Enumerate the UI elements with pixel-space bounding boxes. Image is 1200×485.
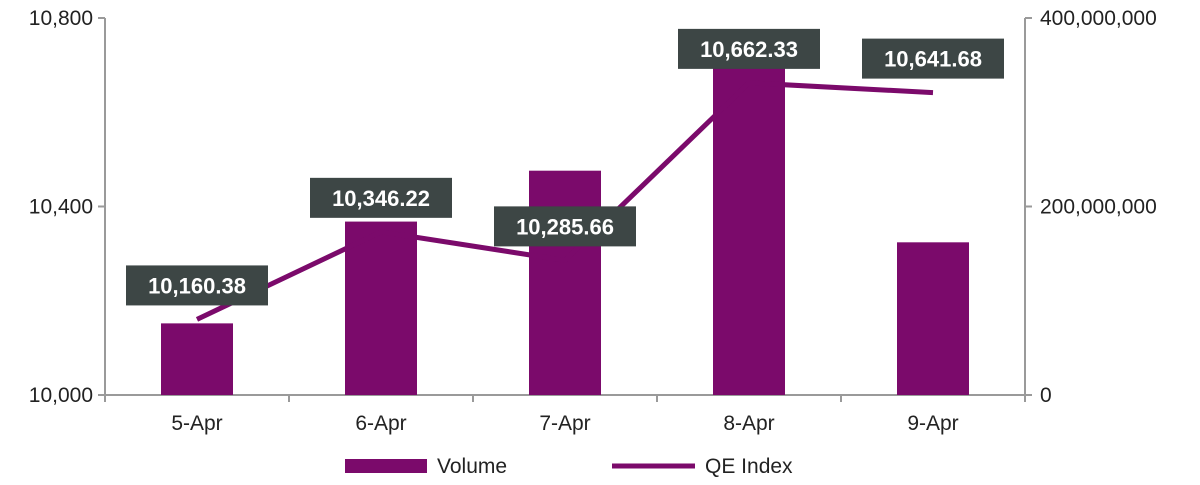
data-label-box — [310, 177, 452, 218]
qe-index-data-label: 10,662.33 — [678, 28, 820, 69]
data-label-text: 10,662.33 — [700, 37, 798, 62]
right-axis-tick-label: 0 — [1040, 384, 1052, 407]
qe-index-data-label: 10,160.38 — [126, 265, 268, 306]
right-axis-tick-label: 200,000,000 — [1040, 196, 1157, 219]
data-label-text: 10,160.38 — [148, 273, 246, 298]
left-axis-tick-label: 10,000 — [29, 384, 93, 407]
chart-legend: Volume QE Index — [345, 455, 793, 478]
legend-label-volume: Volume — [437, 455, 507, 478]
left-axis-tick-label: 10,400 — [29, 196, 93, 219]
qe-index-line-group — [195, 80, 934, 322]
left-axis-tick-label: 10,800 — [29, 7, 93, 30]
qe-index-data-label: 10,285.66 — [494, 206, 636, 247]
data-label-box — [678, 28, 820, 69]
x-axis-tick-label: 5-Apr — [171, 412, 222, 435]
right-axis-tick-label: 400,000,000 — [1040, 7, 1157, 30]
volume-bar — [897, 242, 969, 395]
legend-item-qe-index: QE Index — [612, 455, 793, 478]
volume-bar — [345, 221, 417, 395]
legend-item-volume: Volume — [345, 455, 507, 478]
legend-label-qe-index: QE Index — [705, 455, 793, 478]
chart-axes: 10,000 10,400 10,800 0 200,000,000 400,000,00… — [29, 7, 1157, 435]
volume-bar — [529, 170, 601, 395]
data-label-box — [494, 206, 636, 247]
data-label-box — [862, 38, 1004, 79]
data-label-text: 10,346.22 — [332, 186, 430, 211]
x-axis-tick-label: 6-Apr — [355, 412, 406, 435]
qe-index-data-label: 10,346.22 — [310, 177, 452, 218]
data-label-box — [126, 265, 268, 306]
x-axis-tick-label: 9-Apr — [907, 412, 958, 435]
x-axis-tick-label: 8-Apr — [723, 412, 774, 435]
legend-swatch-volume — [345, 459, 427, 473]
data-labels: 10,160.38 10,346.22 10,285.66 10,662.33 10,6… — [126, 28, 1004, 306]
data-label-text: 10,285.66 — [516, 214, 614, 239]
data-label-text: 10,641.68 — [884, 47, 982, 72]
volume-bar — [161, 323, 233, 395]
qe-index-line — [195, 80, 934, 322]
qe-index-data-label: 10,641.68 — [862, 38, 1004, 79]
x-axis-tick-label: 7-Apr — [539, 412, 590, 435]
volume-bar — [713, 63, 785, 396]
